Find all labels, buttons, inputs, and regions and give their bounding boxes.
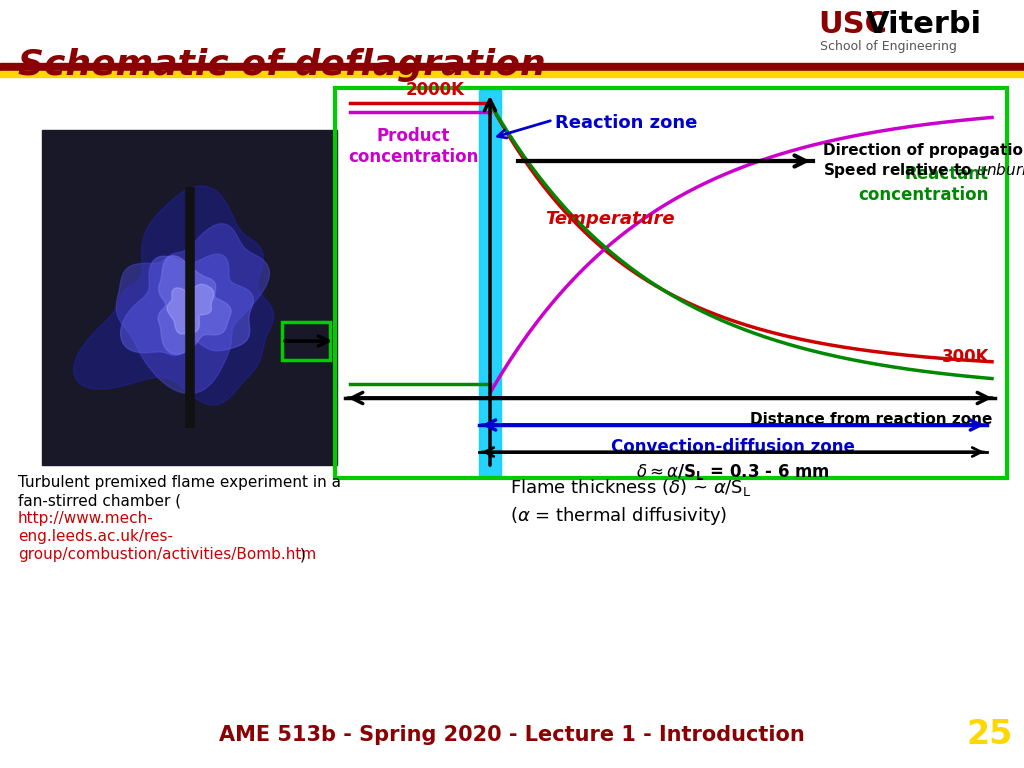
Text: fan-stirred chamber (: fan-stirred chamber ( xyxy=(18,493,181,508)
Polygon shape xyxy=(74,186,273,405)
Bar xyxy=(282,322,330,360)
Text: http://www.mech-: http://www.mech- xyxy=(18,511,154,526)
Text: USC: USC xyxy=(818,10,887,39)
Text: 2000K: 2000K xyxy=(406,81,465,99)
Text: Temperature: Temperature xyxy=(545,210,675,228)
Text: Product
concentration: Product concentration xyxy=(348,127,478,166)
Bar xyxy=(42,130,337,465)
Text: Distance from reaction zone: Distance from reaction zone xyxy=(750,412,992,427)
Text: School of Engineering: School of Engineering xyxy=(820,40,956,53)
Text: Speed relative to $\mathit{unburned\ gas}$ = S$_\mathregular{L}$: Speed relative to $\mathit{unburned\ gas… xyxy=(823,161,1024,180)
Text: 300K: 300K xyxy=(941,348,989,366)
Text: Flame thickness ($\delta$) ~ $\alpha$/S$_\mathregular{L}$: Flame thickness ($\delta$) ~ $\alpha$/S$… xyxy=(510,477,752,498)
Text: ): ) xyxy=(300,547,306,562)
Polygon shape xyxy=(167,284,214,334)
Bar xyxy=(0,71,1024,77)
Text: Schematic of deflagration: Schematic of deflagration xyxy=(18,48,546,82)
Polygon shape xyxy=(116,223,269,393)
Polygon shape xyxy=(121,254,253,356)
Text: 25: 25 xyxy=(967,719,1013,752)
Bar xyxy=(479,90,501,476)
Text: Direction of propagation: Direction of propagation xyxy=(823,144,1024,158)
Bar xyxy=(335,88,1007,478)
Bar xyxy=(0,63,1024,71)
Text: Turbulent premixed flame experiment in a: Turbulent premixed flame experiment in a xyxy=(18,475,341,490)
Text: eng.leeds.ac.uk/res-: eng.leeds.ac.uk/res- xyxy=(18,529,173,544)
Text: ($\alpha$ = thermal diffusivity): ($\alpha$ = thermal diffusivity) xyxy=(510,505,727,527)
Text: Reaction zone: Reaction zone xyxy=(555,114,697,132)
Text: $\delta \approx \alpha$/S$_\mathregular{L}$ = 0.3 - 6 mm: $\delta \approx \alpha$/S$_\mathregular{… xyxy=(636,462,829,482)
Text: AME 513b - Spring 2020 - Lecture 1 - Introduction: AME 513b - Spring 2020 - Lecture 1 - Int… xyxy=(219,725,805,745)
Text: Viterbi: Viterbi xyxy=(866,10,982,39)
Text: Convection-diffusion zone: Convection-diffusion zone xyxy=(611,438,855,456)
Text: group/combustion/activities/Bomb.htm: group/combustion/activities/Bomb.htm xyxy=(18,547,316,562)
Text: Reactant
concentration: Reactant concentration xyxy=(859,165,989,204)
Polygon shape xyxy=(158,256,231,354)
